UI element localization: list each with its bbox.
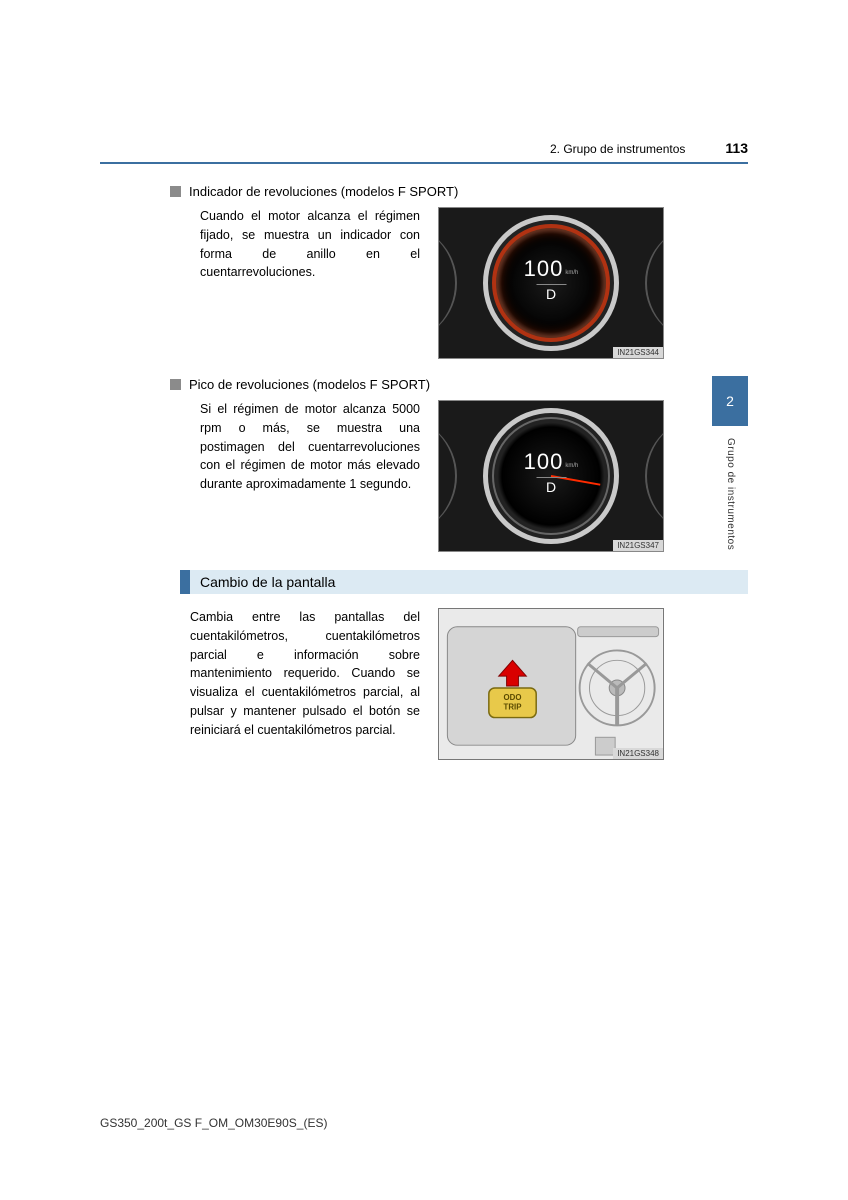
bullet-square-icon [170, 379, 181, 390]
section-heading-text: Cambio de la pantalla [190, 570, 748, 594]
dashboard-illustration: ODO TRIP [439, 609, 663, 759]
figure-odo-trip-button: ODO TRIP IN21GS348 [438, 608, 664, 760]
page-header: 2. Grupo de instrumentos 113 [100, 140, 748, 156]
chapter-number: 2 [726, 393, 734, 409]
figure-id-label: IN21GS348 [613, 748, 663, 759]
body-text: Cambia entre las pantallas del cuentakil… [190, 608, 420, 739]
gauge-center: 100km/h D [520, 256, 583, 304]
bullet-square-icon [170, 186, 181, 197]
gauge-speed: 100 [524, 256, 564, 281]
page-number: 113 [725, 140, 748, 156]
body-text: Si el régimen de motor alcanza 5000 rpm … [200, 400, 420, 494]
header-rule [100, 162, 748, 164]
gauge: 100km/h D [483, 215, 619, 351]
heading-accent [180, 570, 190, 594]
trip-label: TRIP [504, 703, 522, 712]
side-gauge-right [645, 223, 664, 343]
odo-label: ODO [504, 693, 522, 702]
figure-id-label: IN21GS344 [613, 347, 663, 358]
content-row: Cuando el motor alcanza el régimen fijad… [200, 207, 748, 359]
side-gauge-left [438, 416, 457, 536]
gauge-gear: D [536, 477, 566, 495]
subsection-title: Pico de revoluciones (modelos F SPORT) [189, 377, 430, 392]
gauge-gear: D [536, 284, 566, 302]
subsection-heading: Pico de revoluciones (modelos F SPORT) [170, 377, 748, 392]
gauge-speed: 100 [524, 449, 564, 474]
gauge-unit: km/h [565, 463, 578, 469]
chapter-label: Grupo de instrumentos [725, 438, 736, 550]
content-row: Cambia entre las pantallas del cuentakil… [190, 608, 748, 760]
section-heading-bar: Cambio de la pantalla [180, 570, 748, 594]
subsection-title: Indicador de revoluciones (modelos F SPO… [189, 184, 458, 199]
subsection-heading: Indicador de revoluciones (modelos F SPO… [170, 184, 748, 199]
gauge-center: 100km/h D [520, 449, 583, 497]
footer-doc-id: GS350_200t_GS F_OM_OM30E90S_(ES) [100, 1116, 327, 1130]
gauge: 100km/h D [483, 408, 619, 544]
figure-tachometer-red-ring: 100km/h D IN21GS344 [438, 207, 664, 359]
content-row: Si el régimen de motor alcanza 5000 rpm … [200, 400, 748, 552]
body-text: Cuando el motor alcanza el régimen fijad… [200, 207, 420, 282]
figure-tachometer-peak: 100km/h D IN21GS347 [438, 400, 664, 552]
chapter-tab: 2 [712, 376, 748, 426]
side-gauge-left [438, 223, 457, 343]
gauge-unit: km/h [565, 270, 578, 276]
section-breadcrumb: 2. Grupo de instrumentos [550, 142, 685, 156]
side-gauge-right [645, 416, 664, 536]
figure-id-label: IN21GS347 [613, 540, 663, 551]
